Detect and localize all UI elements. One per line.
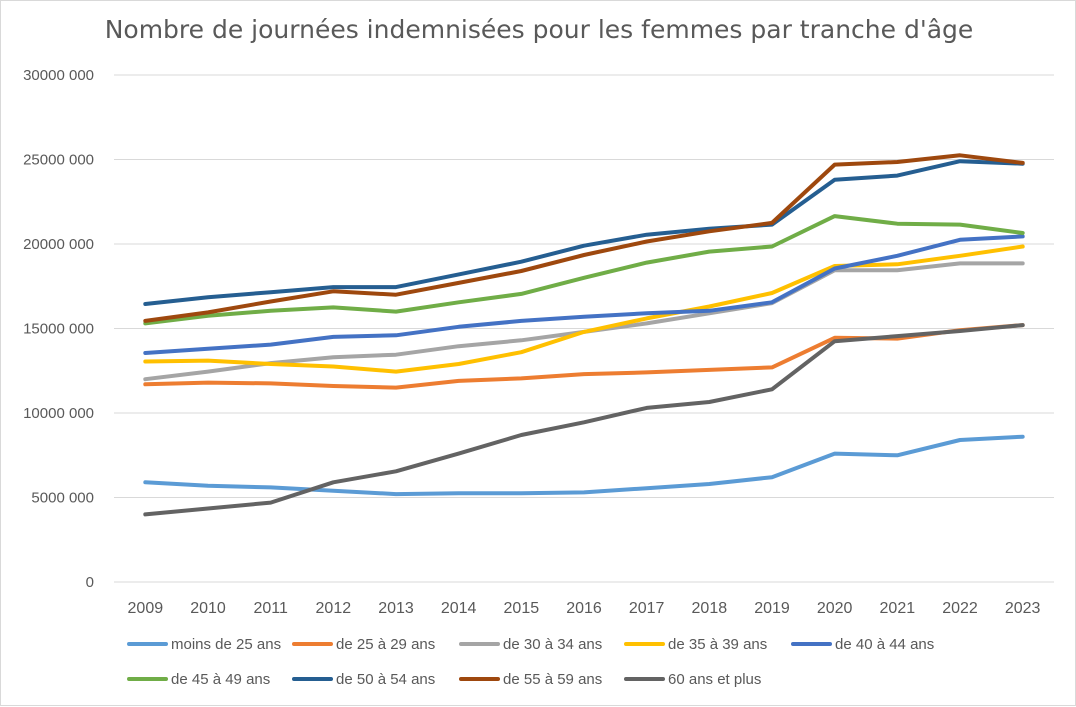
- x-tick-label: 2015: [504, 600, 540, 617]
- y-tick-label: 10000 000: [23, 405, 94, 422]
- legend-item: de 25 à 29 ans: [292, 636, 435, 653]
- x-tick-label: 2019: [754, 600, 790, 617]
- series-line: [143, 153, 1025, 323]
- legend-label: de 50 à 54 ans: [336, 671, 435, 688]
- x-tick-label: 2020: [817, 600, 853, 617]
- y-tick-label: 0: [86, 574, 94, 591]
- x-tick-label: 2009: [128, 600, 164, 617]
- x-tick-label: 2017: [629, 600, 665, 617]
- legend-label: de 45 à 49 ans: [171, 671, 270, 688]
- series-line: [143, 159, 1025, 306]
- y-tick-label: 25000 000: [23, 152, 94, 169]
- legend-item: de 40 à 44 ans: [791, 636, 934, 653]
- series-line: [143, 323, 1025, 517]
- x-tick-label: 2012: [316, 600, 352, 617]
- x-tick-label: 2021: [880, 600, 916, 617]
- legend-label: de 25 à 29 ans: [336, 636, 435, 653]
- x-tick-label: 2011: [253, 600, 288, 617]
- legend-item: de 30 à 34 ans: [459, 636, 602, 653]
- legend-label: de 30 à 34 ans: [503, 636, 602, 653]
- series-line: [143, 244, 1025, 374]
- series-line: [143, 434, 1025, 497]
- y-tick-label: 20000 000: [23, 236, 94, 253]
- legend-item: moins de 25 ans: [127, 636, 281, 653]
- legend-item: de 55 à 59 ans: [459, 671, 602, 688]
- legend-label: de 35 à 39 ans: [668, 636, 767, 653]
- legend-label: de 55 à 59 ans: [503, 671, 602, 688]
- y-tick-label: 30000 000: [23, 67, 94, 84]
- legend-item: de 45 à 49 ans: [127, 671, 270, 688]
- series-line: [143, 323, 1025, 390]
- x-axis-ticks: 2009 2010 2011 2012 2013 2014 2015 2016 2017 2018…: [128, 600, 1041, 617]
- series-line: [143, 214, 1025, 326]
- x-tick-label: 2010: [190, 600, 226, 617]
- x-tick-label: 2022: [942, 600, 978, 617]
- legend-label: 60 ans et plus: [668, 671, 761, 688]
- legend-label: moins de 25 ans: [171, 636, 281, 653]
- x-tick-label: 2016: [566, 600, 602, 617]
- x-tick-label: 2018: [692, 600, 728, 617]
- series-lines: [143, 153, 1025, 517]
- legend-label: de 40 à 44 ans: [835, 636, 934, 653]
- legend-item: 60 ans et plus: [624, 671, 761, 688]
- y-axis-ticks: 0 5000 000 10000 000 15000 000 20000 000 2500…: [23, 67, 94, 591]
- x-tick-label: 2013: [378, 600, 414, 617]
- chart-title: Nombre de journées indemnisées pour les …: [104, 15, 974, 44]
- y-tick-label: 5000 000: [31, 490, 94, 507]
- series-line: [143, 234, 1025, 355]
- x-tick-label: 2014: [441, 600, 477, 617]
- gridlines: [114, 74, 1054, 583]
- series-line: [143, 261, 1025, 382]
- x-tick-label: 2023: [1005, 600, 1041, 617]
- legend: moins de 25 ans de 25 à 29 ans de 30 à 34 …: [127, 636, 934, 688]
- y-tick-label: 15000 000: [23, 321, 94, 338]
- legend-item: de 50 à 54 ans: [292, 671, 435, 688]
- legend-item: de 35 à 39 ans: [624, 636, 767, 653]
